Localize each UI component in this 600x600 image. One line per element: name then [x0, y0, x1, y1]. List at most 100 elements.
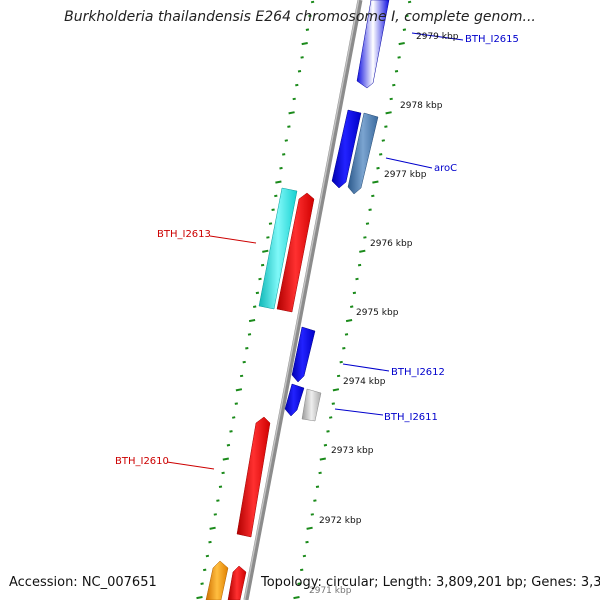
tick-minor	[405, 14, 409, 18]
tick-minor	[226, 443, 231, 447]
chromosome-backbone-highlight	[243, 0, 360, 600]
tick-minor	[381, 139, 385, 142]
tick-minor	[305, 540, 309, 544]
gene-arrow-before-aroc[interactable]	[331, 109, 362, 189]
tick-minor	[279, 166, 283, 170]
gene-arrow-aroc[interactable]	[347, 112, 379, 195]
tick-major	[196, 596, 203, 600]
kbp-label: 2976 kbp	[370, 239, 413, 249]
kbp-label: 2973 kbp	[331, 446, 374, 456]
tick-minor	[245, 347, 249, 350]
gene-label-bth-i2615[interactable]: BTH_I2615	[465, 34, 519, 45]
tick-minor	[344, 333, 349, 336]
tick-major	[288, 111, 295, 115]
gene-arrow-bth-i2610[interactable]	[236, 416, 271, 538]
tick-major	[301, 42, 308, 46]
tick-minor	[300, 56, 304, 59]
tick-track-forward	[293, 0, 412, 600]
tick-major	[262, 249, 269, 253]
tick-major	[222, 457, 229, 461]
tick-minor	[368, 208, 372, 211]
kbp-label: 2978 kbp	[400, 101, 443, 111]
tick-minor	[371, 194, 375, 198]
gene-arrow-bottom-red[interactable]	[227, 565, 247, 600]
gene-label-bth-i2611[interactable]: BTH_I2611	[384, 412, 438, 423]
tick-minor	[300, 568, 304, 572]
tick-major	[332, 388, 340, 392]
tick-minor	[232, 416, 236, 419]
gene-arrow-bottom-orange[interactable]	[205, 560, 229, 600]
tick-minor	[310, 0, 315, 4]
tick-minor	[350, 305, 354, 308]
gene-arrow-bth-i2611[interactable]	[301, 388, 322, 422]
tick-minor	[392, 83, 396, 87]
tick-major	[398, 42, 405, 46]
tick-minor	[266, 236, 270, 239]
tick-minor	[379, 153, 383, 156]
tick-minor	[394, 70, 399, 73]
tick-minor	[384, 125, 388, 128]
tick-minor	[295, 83, 299, 87]
tick-minor	[253, 305, 257, 308]
tick-minor	[255, 291, 260, 295]
tick-minor	[218, 485, 223, 488]
gene-arrow-small-forward[interactable]	[284, 383, 305, 417]
gene-arrow-bth-i2613-red[interactable]	[276, 192, 315, 313]
leader-line-bth-i2615	[411, 32, 464, 41]
tick-minor	[221, 471, 225, 475]
tick-minor	[297, 70, 302, 73]
tick-minor	[357, 263, 362, 267]
tick-major	[293, 596, 300, 600]
tick-minor	[318, 471, 322, 475]
tick-minor	[323, 443, 328, 447]
tick-minor	[200, 582, 204, 585]
leader-line-bth-i2613	[209, 235, 257, 244]
tick-minor	[342, 347, 346, 350]
gene-label-bth-i2610[interactable]: BTH_I2610	[115, 456, 169, 467]
tick-minor	[242, 360, 246, 364]
gene-arrow-bth-i2613[interactable]	[258, 187, 298, 310]
tick-minor	[216, 499, 220, 502]
tick-minor	[363, 236, 367, 239]
tick-minor	[352, 291, 357, 295]
tick-major	[275, 180, 282, 184]
tick-minor	[260, 263, 265, 267]
kbp-label: 2972 kbp	[319, 516, 362, 526]
gene-label-bth-i2613[interactable]: BTH_I2613	[157, 229, 211, 240]
tick-minor	[258, 277, 262, 281]
gene-label-aroc[interactable]: aroC	[434, 163, 457, 174]
tick-minor	[271, 208, 275, 211]
tick-minor	[268, 222, 273, 225]
tick-minor	[213, 513, 217, 516]
leader-line-bth-i2611	[334, 408, 384, 416]
tick-minor	[336, 374, 341, 378]
gene-arrow-top-forward[interactable]	[356, 0, 390, 89]
tick-major	[209, 526, 216, 530]
tick-minor	[376, 166, 380, 170]
kbp-label: 2977 kbp	[384, 170, 427, 180]
tick-minor	[365, 222, 370, 225]
gene-label-bth-i2612[interactable]: BTH_I2612	[391, 367, 445, 378]
tick-minor	[329, 416, 333, 419]
tick-major	[345, 319, 353, 323]
gene-arrow-bth-i2612[interactable]	[291, 326, 316, 383]
kbp-label: 2971 kbp	[309, 586, 352, 596]
tick-minor	[239, 374, 244, 378]
accession-label: Accession: NC_007651	[9, 575, 157, 590]
tick-minor	[297, 582, 301, 585]
kbp-label: 2979 kbp	[416, 32, 459, 42]
tick-minor	[205, 554, 210, 558]
tick-minor	[247, 333, 252, 336]
tick-minor	[407, 0, 412, 4]
kbp-label: 2974 kbp	[343, 377, 386, 387]
tick-minor	[310, 513, 314, 516]
tick-minor	[339, 360, 343, 364]
kbp-label: 2975 kbp	[356, 308, 399, 318]
tick-major	[306, 526, 313, 530]
tick-minor	[287, 125, 291, 128]
tick-minor	[284, 139, 288, 142]
genome-summary-label: Topology: circular; Length: 3,809,201 bp…	[261, 575, 600, 590]
tick-minor	[305, 28, 310, 31]
tick-minor	[389, 97, 393, 101]
tick-minor	[229, 430, 233, 433]
